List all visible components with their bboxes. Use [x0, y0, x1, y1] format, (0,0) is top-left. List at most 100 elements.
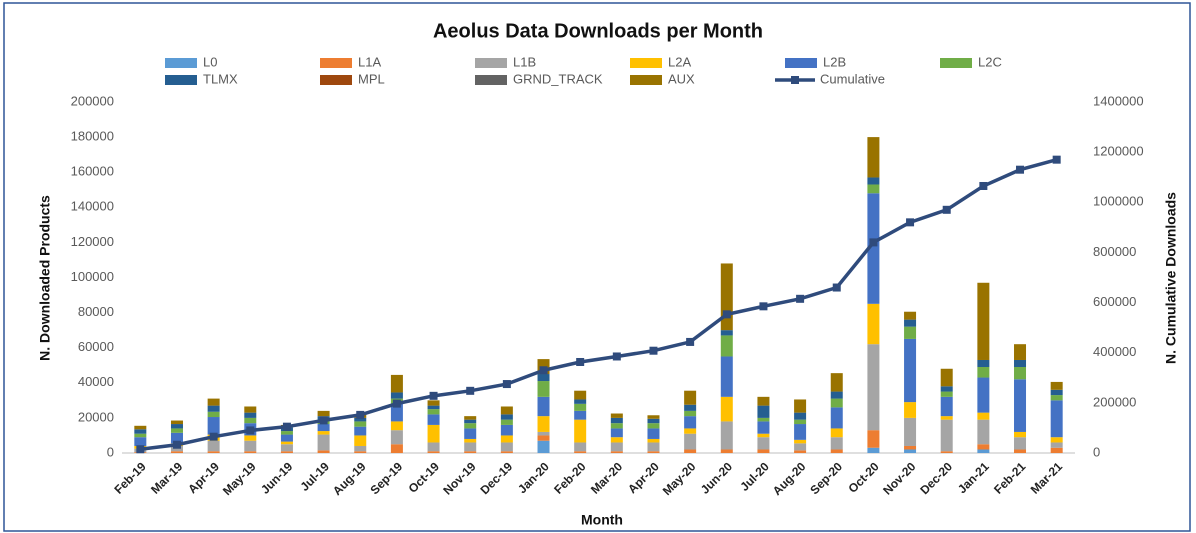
bar-segment	[904, 449, 917, 453]
bar-segment	[280, 444, 293, 452]
bar-segment	[537, 416, 550, 432]
bar-segment	[684, 410, 697, 417]
bar-segment	[427, 414, 440, 425]
bar-segment	[317, 410, 330, 417]
bar-segment	[427, 405, 440, 410]
bar-segment	[134, 433, 147, 438]
legend-swatch	[475, 58, 507, 68]
bar-segment	[574, 442, 587, 452]
bar-segment	[830, 407, 843, 429]
legend-label: L2C	[978, 54, 1002, 69]
bar-segment	[207, 440, 220, 452]
bar-segment	[170, 451, 183, 453]
bar-segment	[720, 449, 733, 453]
bar-segment	[317, 424, 330, 432]
bar-segment	[464, 423, 477, 429]
bar-segment	[390, 430, 403, 445]
bar-segment	[427, 451, 440, 453]
bar-segment	[940, 368, 953, 387]
legend-swatch	[320, 75, 352, 85]
legend-label: AUX	[668, 71, 695, 86]
cumulative-marker	[722, 310, 731, 319]
cumulative-marker	[356, 410, 365, 419]
bar-segment	[940, 416, 953, 420]
y-tick-label: 160000	[71, 164, 114, 179]
bar-segment	[610, 423, 623, 429]
bar-segment	[720, 335, 733, 357]
bar-segment	[757, 449, 770, 453]
legend-label: MPL	[358, 71, 385, 86]
legend-label: L1A	[358, 54, 381, 69]
bar-segment	[537, 431, 550, 436]
cumulative-marker	[319, 416, 328, 425]
bar-segment	[207, 405, 220, 412]
bar-segment	[500, 419, 513, 425]
bar-segment	[464, 438, 477, 443]
bar-segment	[830, 391, 843, 399]
bar-segment	[904, 319, 917, 327]
bar-segment	[830, 449, 843, 453]
bar-segment	[794, 443, 807, 451]
legend-swatch	[165, 75, 197, 85]
y2-tick-label: 0	[1093, 444, 1100, 459]
bar-segment	[647, 428, 660, 439]
bar-segment	[390, 392, 403, 399]
bar-segment	[610, 428, 623, 438]
cumulative-marker	[649, 346, 658, 355]
bar-segment	[940, 391, 953, 397]
bar-segment	[537, 374, 550, 382]
bar-segment	[574, 419, 587, 443]
bar-segment	[354, 435, 367, 446]
bar-segment	[940, 386, 953, 392]
bar-segment	[610, 413, 623, 418]
bar-segment	[794, 424, 807, 440]
bar-segment	[904, 311, 917, 320]
bar-segment	[1014, 437, 1027, 450]
bar-segment	[390, 403, 403, 422]
bar-segment	[867, 184, 880, 194]
chart-title: Aeolus Data Downloads per Month	[433, 20, 763, 42]
legend-label: L1B	[513, 54, 536, 69]
bar-segment	[720, 396, 733, 422]
bar-segment	[500, 451, 513, 453]
legend-swatch	[785, 58, 817, 68]
bar-segment	[134, 429, 147, 434]
bar-segment	[647, 451, 660, 453]
legend-label: L2A	[668, 54, 691, 69]
bar-segment	[610, 442, 623, 452]
y-tick-label: 40000	[78, 374, 114, 389]
bar-segment	[1050, 395, 1063, 401]
bar-segment	[977, 412, 990, 420]
cumulative-marker	[209, 432, 218, 441]
legend-marker	[791, 76, 799, 84]
bar-segment	[537, 396, 550, 417]
y2-tick-label: 600000	[1093, 294, 1136, 309]
bar-segment	[207, 417, 220, 435]
bar-segment	[867, 193, 880, 304]
bar-segment	[794, 399, 807, 413]
bar-segment	[170, 424, 183, 429]
bar-segment	[574, 403, 587, 411]
bar-segment	[647, 418, 660, 424]
legend-label: L0	[203, 54, 217, 69]
y2-tick-label: 1200000	[1093, 144, 1144, 159]
cumulative-marker	[906, 218, 915, 227]
bar-segment	[684, 449, 697, 453]
bar-segment	[610, 451, 623, 453]
y2-tick-label: 1000000	[1093, 194, 1144, 209]
bar-segment	[977, 449, 990, 453]
bar-segment	[354, 451, 367, 453]
bar-segment	[1050, 437, 1063, 443]
bar-segment	[427, 400, 440, 406]
bar-segment	[830, 437, 843, 450]
bar-segment	[1050, 381, 1063, 390]
bar-segment	[280, 431, 293, 435]
bar-segment	[500, 424, 513, 436]
bar-segment	[464, 451, 477, 453]
bar-segment	[867, 137, 880, 178]
bar-segment	[757, 437, 770, 450]
bar-segment	[977, 444, 990, 450]
bar-segment	[537, 435, 550, 441]
cumulative-marker	[1016, 165, 1025, 174]
y-tick-label: 100000	[71, 269, 114, 284]
